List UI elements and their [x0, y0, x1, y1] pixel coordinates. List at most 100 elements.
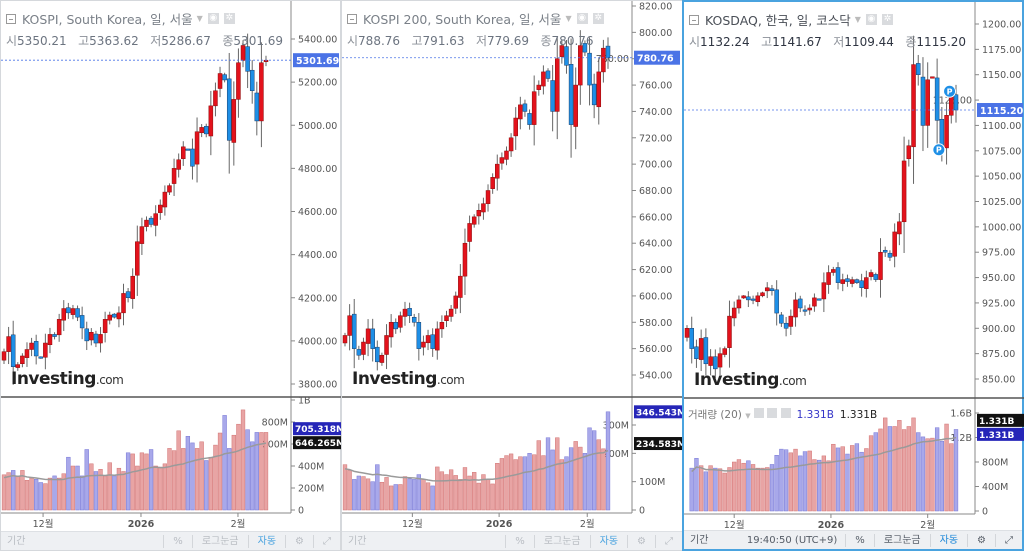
volume-tick-label: 100M — [639, 477, 665, 488]
candle-up — [807, 307, 812, 311]
percent-button[interactable]: % — [505, 534, 534, 548]
gear-icon[interactable]: ✲ — [223, 13, 235, 24]
volume-bar — [485, 479, 491, 511]
period-button[interactable]: 기간 — [7, 535, 26, 547]
fullscreen-icon[interactable]: ⤢ — [313, 534, 340, 548]
chevron-down-icon[interactable]: ▼ — [196, 14, 203, 23]
open-label: 시 — [689, 35, 701, 49]
candle-up — [208, 105, 214, 137]
price-tick-label: 950.00 — [982, 273, 1015, 284]
volume-bar — [727, 467, 732, 512]
auto-scale-button[interactable]: 자동 — [929, 533, 967, 547]
volume-tick-label: 800M — [982, 458, 1008, 469]
candle-down — [953, 94, 959, 111]
percent-button[interactable]: % — [845, 533, 874, 547]
volume-bar — [826, 460, 831, 512]
eye-icon[interactable] — [753, 408, 764, 418]
candle-up — [499, 157, 505, 164]
candle-up — [167, 185, 172, 193]
last-price-badge — [634, 50, 680, 65]
percent-button[interactable]: % — [163, 534, 192, 548]
volume-bar — [458, 479, 463, 511]
logo-brand: Investing — [694, 370, 779, 390]
volume-bar — [564, 456, 569, 511]
collapse-icon[interactable] — [689, 14, 699, 25]
eye-icon[interactable]: ◉ — [207, 13, 219, 24]
gear-icon[interactable]: ✲ — [881, 14, 893, 25]
candle-up — [467, 223, 472, 242]
candle-down — [920, 76, 926, 126]
logo-brand: Investing — [11, 369, 96, 389]
collapse-icon[interactable] — [6, 13, 16, 24]
candle-up — [788, 315, 794, 327]
volume-bar — [425, 482, 431, 511]
candle-up — [231, 99, 237, 143]
candle-down — [407, 308, 412, 316]
candle-up — [892, 231, 897, 257]
candle-up — [402, 308, 408, 317]
candle-up — [435, 328, 440, 351]
close-label: 종 — [540, 34, 552, 48]
auto-scale-button[interactable]: 자동 — [247, 534, 285, 548]
volume-bar — [199, 441, 204, 511]
candlestick-chart[interactable]: 850.00 875.00 900.00 925.00 950.00 975.00 1000… — [684, 2, 1024, 532]
candle-up — [476, 210, 482, 217]
log-scale-button[interactable]: 로그눈금 — [873, 533, 930, 547]
price-tick-label: 4800.00 — [298, 164, 337, 175]
candle-down — [854, 279, 860, 283]
settings-gear-icon[interactable]: ⚙ — [627, 534, 655, 548]
candlestick-chart[interactable]: 3800.00 4000.00 4200.00 4400.00 4600.00 4800.… — [1, 1, 341, 531]
candle-up — [24, 349, 30, 358]
price-tick-label: 975.00 — [982, 248, 1015, 259]
chart-panel-kosdaq[interactable]: 850.00 875.00 900.00 925.00 950.00 975.00 1000… — [682, 0, 1024, 551]
gear-icon[interactable] — [767, 408, 778, 418]
price-tick-label: 760.00 — [639, 81, 672, 92]
log-scale-button[interactable]: 로그눈금 — [533, 534, 590, 548]
chart-panel-kospi200[interactable]: 540.00 560.00 580.00 600.00 620.00 640.00 660.… — [341, 0, 683, 551]
volume-bar — [402, 476, 408, 511]
candle-down — [564, 46, 569, 66]
candle-up — [481, 203, 486, 213]
candle-down — [79, 315, 85, 329]
chart-panel-kospi[interactable]: 3800.00 4000.00 4200.00 4400.00 4600.00 4800.… — [0, 0, 341, 551]
candle-up — [176, 159, 181, 170]
volume-bar — [582, 453, 588, 511]
volume-bar — [121, 471, 126, 511]
volume-ma-line — [691, 436, 957, 473]
volume-bar — [559, 459, 565, 511]
candle-up — [89, 332, 94, 341]
chevron-down-icon[interactable]: ▼ — [745, 412, 751, 420]
collapse-icon[interactable] — [347, 13, 357, 24]
eye-icon[interactable]: ◉ — [576, 13, 588, 24]
candle-up — [388, 322, 394, 338]
chevron-down-icon[interactable]: ▼ — [565, 14, 572, 23]
eye-icon[interactable]: ◉ — [865, 14, 877, 25]
pivot-marker[interactable] — [932, 143, 946, 157]
period-button[interactable]: 기간 — [348, 535, 367, 547]
close-value: 1115.20 — [916, 35, 967, 49]
settings-gear-icon[interactable]: ⚙ — [967, 533, 995, 547]
candlestick-chart[interactable]: 540.00 560.00 580.00 600.00 620.00 640.00 660.… — [342, 1, 682, 531]
auto-scale-button[interactable]: 자동 — [589, 534, 627, 548]
fullscreen-icon[interactable]: ⤢ — [655, 534, 682, 548]
period-button[interactable]: 기간 — [690, 534, 709, 546]
fullscreen-icon[interactable]: ⤢ — [995, 533, 1022, 547]
pivot-marker[interactable] — [943, 84, 957, 98]
settings-gear-icon[interactable]: ⚙ — [285, 534, 313, 548]
volume-bar — [920, 436, 926, 512]
volume-bar — [883, 417, 888, 512]
log-scale-button[interactable]: 로그눈금 — [191, 534, 248, 548]
volume-bar — [208, 456, 213, 511]
volume-bar — [812, 459, 817, 512]
volume-bar — [816, 459, 822, 512]
chevron-down-icon[interactable]: ▼ — [854, 15, 861, 24]
candle-down — [84, 328, 89, 342]
volume-bar — [953, 429, 959, 512]
volume-bar — [736, 459, 742, 512]
volume-bar — [24, 480, 30, 511]
volume-bar — [6, 472, 11, 511]
candle-up — [342, 335, 348, 344]
candle-up — [541, 71, 546, 87]
close-icon[interactable] — [780, 408, 791, 418]
gear-icon[interactable]: ✲ — [592, 13, 604, 24]
